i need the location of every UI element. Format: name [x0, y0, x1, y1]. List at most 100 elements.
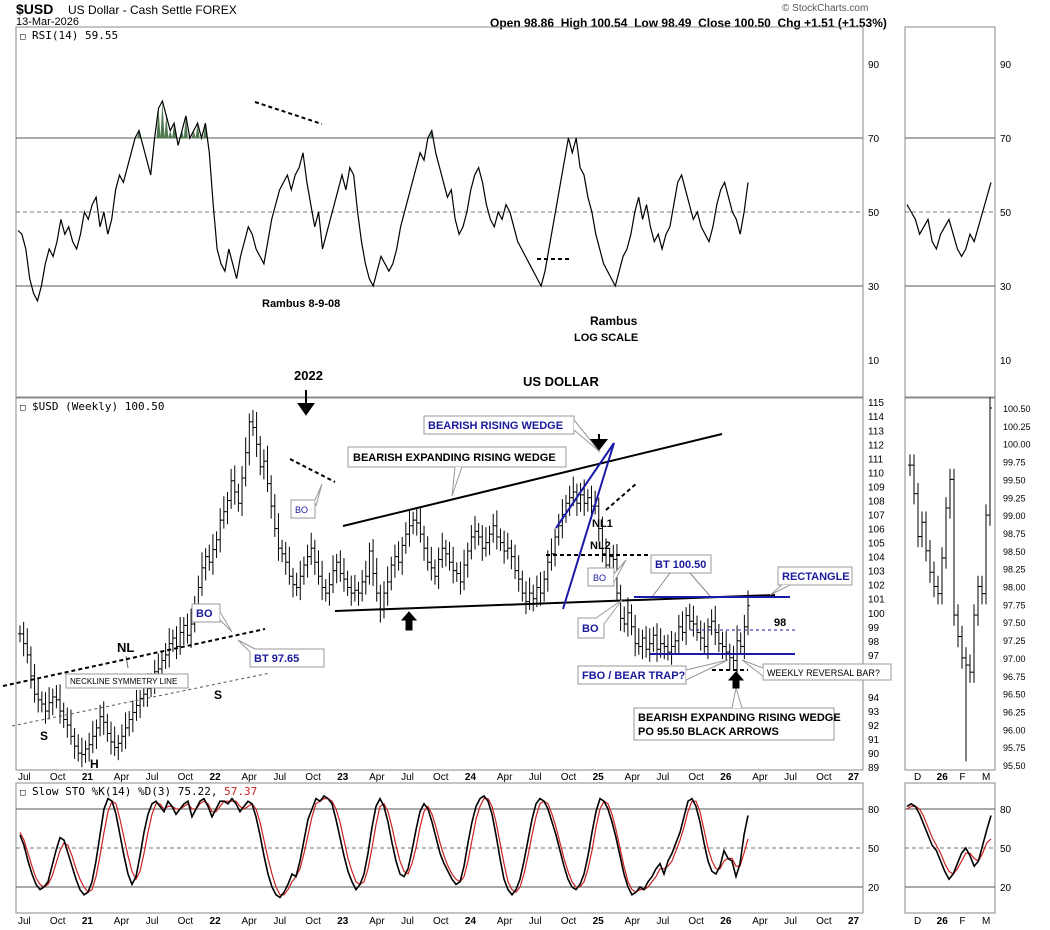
- rsi-tick-label: 90: [868, 60, 880, 71]
- price-tick-label: 114: [868, 412, 884, 423]
- stoch-x-label: Oct: [433, 916, 449, 927]
- price-tick-label: 106: [868, 525, 885, 536]
- bt-callout-10050: [650, 554, 712, 574]
- price-right-x-label: F: [959, 772, 965, 783]
- stoch-x-label: Oct: [816, 916, 832, 927]
- rsi-plot: [16, 99, 995, 303]
- price-right-tick-label: 99.75: [1003, 458, 1026, 468]
- price-subtitle: US DOLLAR: [523, 374, 599, 389]
- price-tick-label: 90: [868, 749, 880, 760]
- price-right-tick-label: 95.75: [1003, 743, 1026, 753]
- price-x-label: 25: [593, 772, 605, 783]
- price-tick-label: 89: [868, 763, 880, 774]
- rsi-right-tick-label: 70: [1000, 134, 1012, 145]
- price-tick-label: 102: [868, 581, 885, 592]
- price-x-label: Oct: [816, 772, 832, 783]
- price-x-label: Oct: [178, 772, 194, 783]
- price-x-label: Jul: [529, 772, 542, 783]
- stoch-tick-label: 80: [868, 805, 880, 816]
- bo-label-rectangle: BO: [582, 623, 599, 635]
- bo-label-neckline: BO: [196, 608, 213, 620]
- price-right-tick-label: 96.00: [1003, 725, 1026, 735]
- stoch-x-label: 23: [337, 916, 349, 927]
- fbo-callout-pointer: [685, 659, 729, 681]
- price-right-x-label: D: [914, 772, 921, 783]
- price-tick-label: 94: [868, 693, 880, 704]
- rsi-line: [17, 99, 749, 303]
- dashed-top-2025: [605, 482, 638, 511]
- price-x-label: 24: [465, 772, 477, 783]
- bo-label-nl2: BO: [593, 573, 606, 583]
- price-plot: [18, 397, 992, 768]
- price-x-label: Oct: [433, 772, 449, 783]
- stoch-x-label: 26: [720, 916, 732, 927]
- bt-label-10050: BT 100.50: [655, 559, 706, 571]
- po-callout: [633, 707, 835, 741]
- price-right-tick-label: 98.25: [1003, 565, 1026, 575]
- price-title: □ $USD (Weekly) 100.50: [20, 400, 165, 413]
- stoch-right-tick-label: 20: [1000, 883, 1012, 894]
- label-right-shoulder: S: [214, 688, 222, 702]
- expanding-wedge-label: BEARISH EXPANDING RISING WEDGE: [353, 452, 556, 464]
- price-x-label: Jul: [146, 772, 159, 783]
- stoch-x-label: Jul: [529, 916, 542, 927]
- price-right-tick-label: 95.50: [1003, 761, 1026, 771]
- rsi-right-tick-label: 10: [1000, 356, 1012, 367]
- price-x-label: Jul: [401, 772, 414, 783]
- rectangle-mid-98: 98: [774, 617, 786, 629]
- neckline-symmetry-callout: [65, 673, 189, 689]
- symbol-label: $USD: [16, 1, 54, 17]
- rsi-note-log-scale: LOG SCALE: [574, 332, 638, 344]
- symbol-title: $USD: [16, 1, 53, 17]
- stoch-right-tick-label: 50: [1000, 844, 1012, 855]
- rectangle-callout-pointer: [769, 584, 791, 596]
- rsi-overbought-fill: [156, 108, 161, 138]
- label-left-shoulder: S: [40, 729, 48, 743]
- price-tick-label: 110: [868, 468, 884, 479]
- price-right-x-label: M: [982, 772, 990, 783]
- rising-wedge-label: BEARISH RISING WEDGE: [428, 420, 563, 432]
- price-right-tick-label: 96.25: [1003, 707, 1026, 717]
- price-right-tick-label: 98.50: [1003, 547, 1026, 557]
- label-nl: NL: [117, 640, 134, 655]
- price-tick-label: 112: [868, 440, 884, 451]
- po-label-2: PO 95.50 BLACK ARROWS: [638, 726, 779, 738]
- price-x-label: 22: [210, 772, 222, 783]
- rsi-overbought-fill: [183, 115, 188, 138]
- price-tick-label: 92: [868, 721, 880, 732]
- label-2022: 2022: [294, 368, 323, 383]
- stoch-x-label: 21: [82, 916, 94, 927]
- rsi-overbought-fill: [160, 101, 165, 138]
- price-tick-label: 103: [868, 567, 885, 578]
- price-x-label: Jul: [18, 772, 31, 783]
- stoch-x-label: Oct: [50, 916, 66, 927]
- stoch-x-label: Apr: [114, 916, 130, 927]
- stoch-x-label: Jul: [146, 916, 159, 927]
- price-right-tick-label: 96.50: [1003, 690, 1026, 700]
- price-tick-label: 113: [868, 426, 884, 437]
- bo-callout-neckline-pointer: [219, 611, 233, 633]
- rising-wedge-callout-pointer: [573, 419, 601, 453]
- stockcharts-brand: © StockCharts.com: [782, 3, 869, 14]
- price-tick-label: 93: [868, 707, 880, 718]
- stoch-x-label: Oct: [305, 916, 321, 927]
- rsi-overbought-fill: [172, 123, 177, 138]
- rsi-overbought-fill: [195, 123, 200, 138]
- price-right-tick-label: 97.75: [1003, 600, 1026, 610]
- price-right-tick-label: 100.00: [1003, 440, 1031, 450]
- stoch-right-x-label: M: [982, 916, 990, 927]
- label-nl1: NL1: [592, 518, 613, 530]
- rsi-right-line: [906, 182, 992, 258]
- rsi-right-tick-label: 30: [1000, 282, 1012, 293]
- price-x-label: Apr: [625, 772, 641, 783]
- price-x-label: 26: [720, 772, 732, 783]
- reversal-label: WEEKLY REVERSAL BAR?: [767, 668, 880, 678]
- price-x-label: Apr: [752, 772, 768, 783]
- price-x-label: Apr: [114, 772, 130, 783]
- stoch-line-k: [19, 794, 749, 899]
- stoch-plot: [16, 794, 995, 899]
- po-callout-pointer: [731, 687, 743, 709]
- stoch-x-label: Oct: [688, 916, 704, 927]
- stoch-x-label: 22: [210, 916, 222, 927]
- stoch-right-x-label: D: [914, 916, 921, 927]
